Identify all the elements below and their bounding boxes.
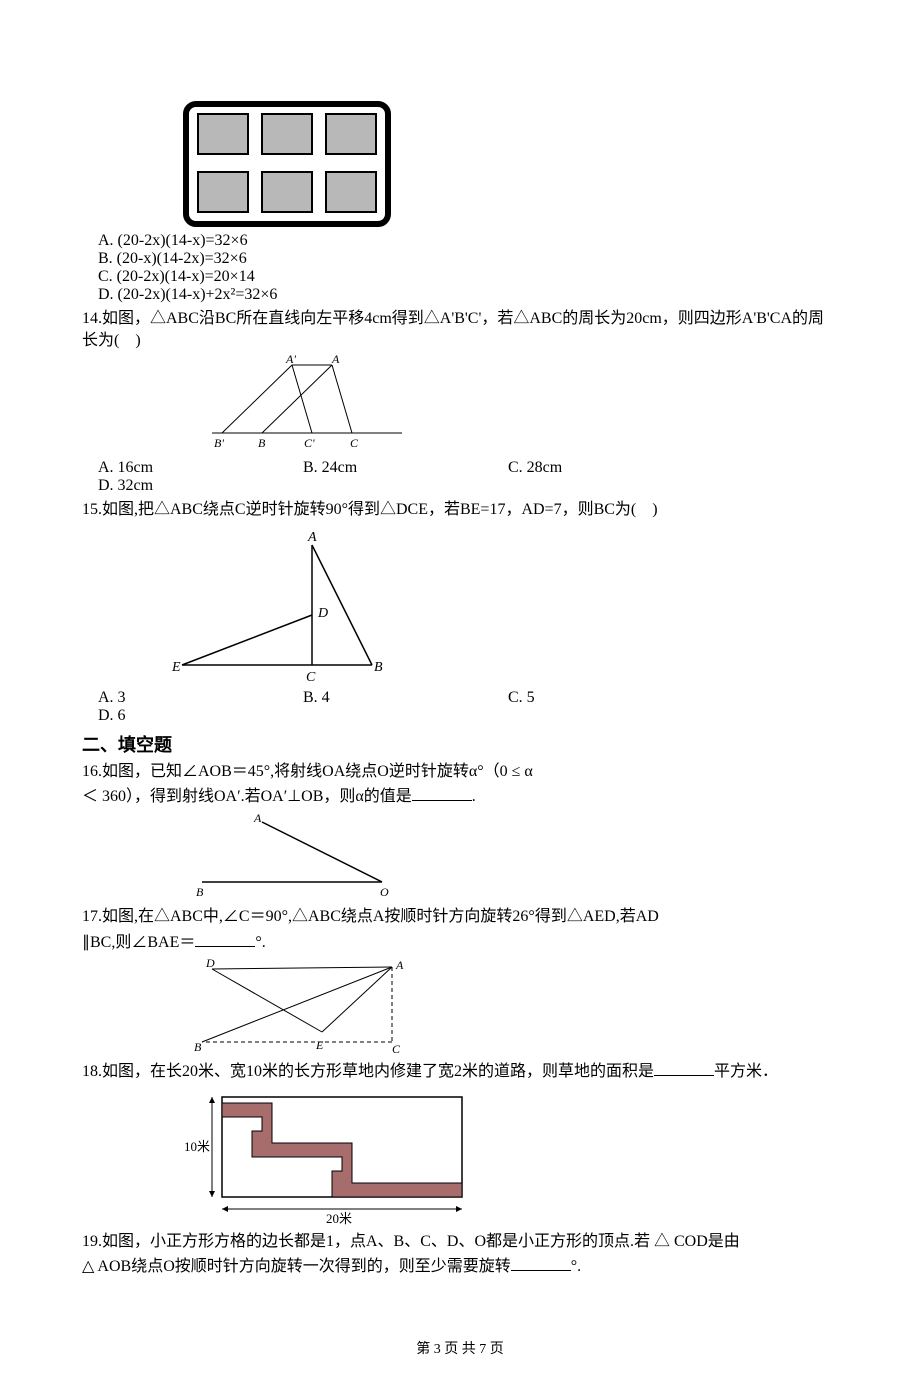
q14-text: 14.如图，△ABC沿BC所在直线向左平移4cm得到△A'B'C'，若△ABC的…	[82, 308, 838, 351]
q17-line2: ∥BC,则∠BAE＝ °.	[82, 932, 838, 954]
q15-option-c: C. 5	[492, 689, 697, 707]
q14-option-b: B. 24cm	[287, 459, 492, 477]
q18-suffix: 平方米．	[714, 1063, 778, 1080]
q17-blank	[195, 932, 255, 947]
q18-figure: 10米 20米	[182, 1087, 838, 1227]
q14-option-d: D. 32cm	[82, 477, 287, 495]
q19-blank	[511, 1256, 571, 1271]
q16-blank	[412, 786, 472, 801]
svg-text:C: C	[350, 436, 359, 450]
q13-option-c: C. (20-2x)(14-x)=20×14	[82, 268, 476, 286]
q13-figure	[182, 100, 838, 228]
q15-svg: A D E C B	[162, 525, 412, 685]
q14-option-c: C. 28cm	[492, 459, 697, 477]
svg-text:B: B	[374, 660, 383, 675]
q18-text-span: 18.如图，在长20米、宽10米的长方形草地内修建了宽2米的道路，则草地的面积是	[82, 1063, 654, 1080]
section-2-title: 二、填空题	[82, 731, 838, 757]
q14-figure: A' A B' B C' C	[202, 355, 838, 455]
page: A. (20-2x)(14-x)=32×6 B. (20-x)(14-2x)=3…	[0, 0, 920, 1398]
svg-text:10米: 10米	[184, 1139, 210, 1154]
q18-blank	[654, 1061, 714, 1076]
svg-text:A': A'	[285, 355, 296, 366]
q18-text: 18.如图，在长20米、宽10米的长方形草地内修建了宽2米的道路，则草地的面积是…	[82, 1061, 838, 1083]
q13-options: A. (20-2x)(14-x)=32×6 B. (20-x)(14-2x)=3…	[82, 232, 838, 304]
q17-svg: D A B E C	[182, 957, 422, 1057]
svg-text:A: A	[253, 812, 262, 825]
svg-text:20米: 20米	[326, 1211, 352, 1226]
q16-line2: ＜ 360），得到射线OA′.若OA′⊥OB，则α的值是.	[82, 786, 838, 808]
svg-text:A: A	[331, 355, 340, 366]
svg-text:E: E	[171, 660, 181, 675]
q15-options: A. 3 B. 4 C. 5 D. 6	[82, 689, 838, 725]
svg-text:C: C	[306, 670, 316, 685]
svg-text:D: D	[317, 606, 328, 621]
q15-option-b: B. 4	[287, 689, 492, 707]
q16-suffix: .	[472, 788, 476, 805]
q13-option-a: A. (20-2x)(14-x)=32×6	[82, 232, 476, 250]
svg-text:O: O	[380, 885, 389, 899]
svg-text:B': B'	[214, 436, 224, 450]
q18-svg: 10米 20米	[182, 1087, 482, 1227]
q15-figure: A D E C B	[162, 525, 838, 685]
svg-text:B: B	[194, 1040, 202, 1054]
q17-line2-text: ∥BC,则∠BAE＝	[82, 934, 195, 951]
q16-figure: A B O	[182, 812, 838, 902]
q15-text: 15.如图,把△ABC绕点C逆时针旋转90°得到△DCE，若BE=17，AD=7…	[82, 499, 838, 521]
svg-text:B: B	[258, 436, 266, 450]
q15-option-a: A. 3	[82, 689, 287, 707]
svg-text:C': C'	[304, 436, 315, 450]
q16-line1: 16.如图，已知∠AOB＝45°,将射线OA绕点O逆时针旋转α°（0 ≤ α	[82, 761, 838, 783]
q19-line2-text: △ AOB绕点O按顺时针方向旋转一次得到的，则至少需要旋转	[82, 1258, 511, 1275]
q17-figure: D A B E C	[182, 957, 838, 1057]
svg-text:A: A	[395, 958, 404, 972]
svg-text:D: D	[205, 957, 215, 970]
page-footer: 第 3 页 共 7 页	[82, 1338, 838, 1358]
svg-text:C: C	[392, 1042, 401, 1056]
q16-svg: A B O	[182, 812, 412, 902]
svg-text:A: A	[307, 530, 317, 545]
q15-option-d: D. 6	[82, 707, 287, 725]
q13-svg	[182, 100, 392, 228]
svg-text:B: B	[196, 885, 204, 899]
q13-option-d: D. (20-2x)(14-x)+2x²=32×6	[82, 286, 476, 304]
q19-line1: 19.如图，小正方形方格的边长都是1，点A、B、C、D、O都是小正方形的顶点.若…	[82, 1231, 838, 1253]
q14-options: A. 16cm B. 24cm C. 28cm D. 32cm	[82, 459, 838, 495]
q19-line2: △ AOB绕点O按顺时针方向旋转一次得到的，则至少需要旋转 °.	[82, 1256, 838, 1278]
q19-suffix: °.	[571, 1258, 581, 1275]
svg-text:E: E	[315, 1038, 324, 1052]
q14-option-a: A. 16cm	[82, 459, 287, 477]
q13-option-b: B. (20-x)(14-2x)=32×6	[82, 250, 476, 268]
q14-svg: A' A B' B C' C	[202, 355, 412, 455]
q17-line1: 17.如图,在△ABC中,∠C＝90°,△ABC绕点A按顺时针方向旋转26°得到…	[82, 906, 838, 928]
q16-line2-text: ＜ 360），得到射线OA′.若OA′⊥OB，则α的值是	[82, 788, 412, 805]
q17-suffix: °.	[255, 934, 265, 951]
